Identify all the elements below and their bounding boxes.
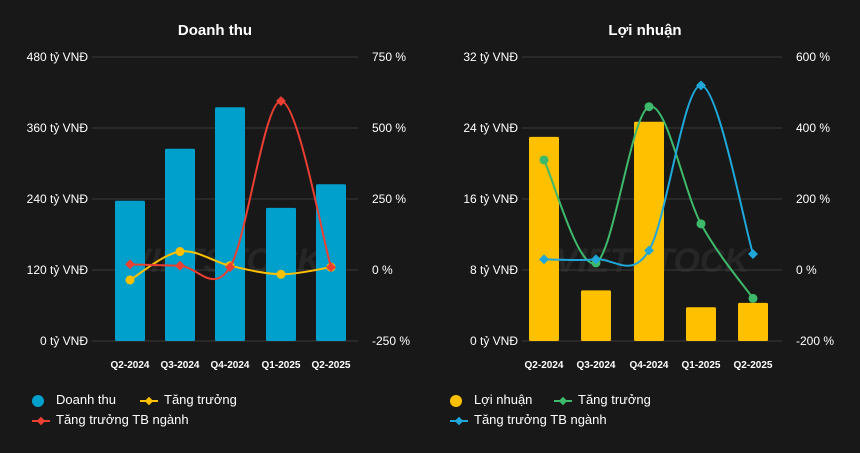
y-tick-right: 0 % — [796, 263, 817, 277]
legend-label: Tăng trưởng — [578, 392, 651, 407]
line-point — [125, 275, 135, 285]
legend-label: Tăng trưởng TB ngành — [56, 412, 189, 427]
line-point — [748, 249, 758, 259]
y-tick-right: 600 % — [796, 50, 830, 64]
chart-title: Doanh thu — [177, 22, 253, 39]
legend-line-icon — [140, 400, 158, 402]
y-tick-left: 480 tỷ VNĐ — [27, 50, 89, 64]
y-tick-left: 0 tỷ VNĐ — [470, 334, 518, 348]
legend-line-icon — [554, 400, 572, 402]
bar — [581, 290, 611, 341]
x-tick-label: Q2-2024 — [111, 360, 150, 371]
y-tick-right: 400 % — [796, 121, 830, 135]
legend-line-icon — [32, 420, 50, 422]
y-tick-right: -250 % — [372, 334, 410, 348]
line-point — [225, 262, 235, 273]
legend-label: Lợi nhuận — [474, 392, 533, 407]
bar — [529, 136, 559, 341]
x-tick-label: Q3-2024 — [577, 360, 616, 371]
bar — [634, 121, 664, 341]
y-tick-left: 360 tỷ VNĐ — [27, 121, 89, 135]
y-tick-left: 8 tỷ VNĐ — [470, 263, 518, 277]
y-tick-left: 32 tỷ VNĐ — [463, 50, 518, 64]
y-tick-left: 240 tỷ VNĐ — [27, 192, 89, 206]
legend-line-icon — [450, 420, 468, 422]
y-tick-right: 750 % — [372, 50, 406, 64]
x-tick-label: Q2-2025 — [734, 360, 773, 371]
y-tick-left: 24 tỷ VNĐ — [463, 121, 518, 135]
y-tick-right: 250 % — [372, 192, 406, 206]
x-tick-label: Q4-2024 — [211, 360, 250, 371]
line-point — [276, 269, 286, 279]
bar — [215, 107, 245, 342]
legend-label: Doanh thu — [56, 392, 116, 407]
y-tick-right: 0 % — [372, 263, 393, 277]
y-tick-right: 200 % — [796, 192, 830, 206]
x-tick-label: Q2-2025 — [312, 360, 351, 371]
line-point — [175, 260, 185, 271]
line-point — [644, 245, 654, 256]
line-point — [696, 219, 706, 229]
y-tick-left: 16 tỷ VNĐ — [463, 192, 518, 206]
x-tick-label: Q2-2024 — [525, 360, 564, 371]
y-tick-right: -200 % — [796, 334, 834, 348]
bar — [165, 148, 195, 341]
line-point — [276, 96, 286, 106]
line-point — [326, 262, 336, 273]
legend-dot-icon — [32, 395, 44, 407]
line-point — [591, 254, 601, 265]
x-tick-label: Q1-2025 — [682, 360, 721, 371]
bar — [738, 302, 768, 341]
chart-panel-revenue: Doanh thu VIETSTOCK0 tỷ VNĐ-250 %120 tỷ … — [0, 0, 430, 453]
line-point — [539, 254, 549, 265]
line-point — [644, 102, 654, 112]
line-point — [175, 247, 185, 257]
chart-title: Lợi nhuận — [608, 22, 682, 39]
chart-panel-profit: Lợi nhuận VIETSTOCK0 tỷ VNĐ-200 %8 tỷ VN… — [430, 0, 860, 453]
legend-dot-icon — [450, 395, 462, 407]
bar — [115, 200, 145, 341]
line-point — [539, 155, 549, 165]
line-point — [696, 80, 706, 91]
x-tick-label: Q4-2024 — [630, 360, 669, 371]
legend-label: Tăng trưởng TB ngành — [474, 412, 607, 427]
y-tick-left: 0 tỷ VNĐ — [40, 334, 88, 348]
bar — [686, 307, 716, 341]
x-tick-label: Q1-2025 — [262, 360, 301, 371]
legend-label: Tăng trưởng — [164, 392, 237, 407]
y-tick-left: 120 tỷ VNĐ — [27, 263, 89, 277]
y-tick-right: 500 % — [372, 121, 406, 135]
x-tick-label: Q3-2024 — [161, 360, 200, 371]
line-point — [748, 293, 758, 303]
